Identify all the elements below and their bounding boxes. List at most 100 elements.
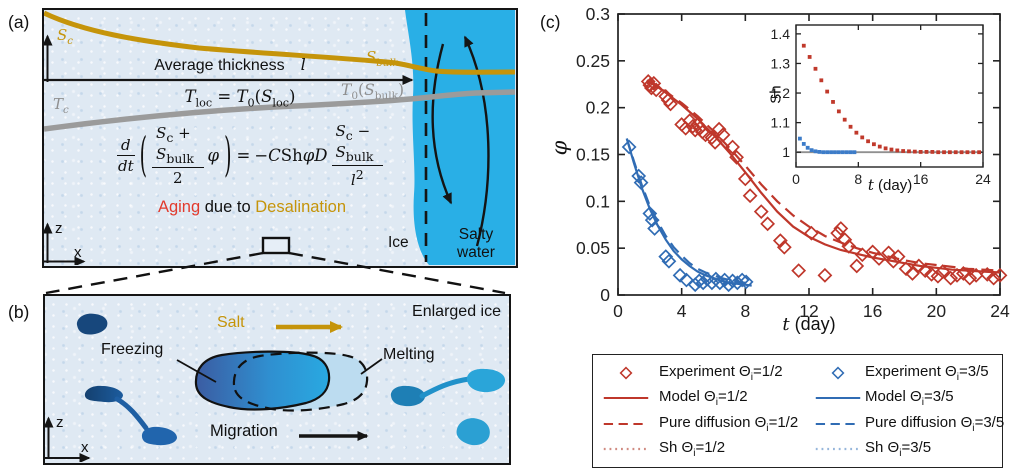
inset-x-axis-label: t (day)	[867, 176, 913, 194]
inset-y-tick-label: 1.3	[771, 55, 791, 71]
data-point-diamond	[817, 267, 833, 283]
sh-dot	[807, 55, 812, 59]
series-line Pure diffusion Θi=3/5	[625, 138, 752, 285]
data-point-diamond	[704, 130, 720, 146]
x-tick-label: 24	[990, 301, 1010, 321]
sh-dot	[821, 150, 826, 155]
x-tick-label: 0	[613, 301, 623, 321]
series-scatter Experiment Θi=3/5	[621, 139, 754, 293]
ddt-fraction: d dt	[117, 136, 135, 175]
legend-marker-dotted	[815, 448, 861, 451]
legend-marker-solid	[603, 397, 649, 400]
temperature-curve	[44, 89, 515, 132]
y-axis-label-phi: φ	[547, 140, 572, 156]
data-point-diamond	[648, 82, 664, 98]
freezing-label: Freezing	[101, 341, 164, 358]
sh-dot	[831, 100, 835, 104]
salty-water-label: Salty water	[457, 226, 495, 261]
sh-dot	[825, 150, 830, 155]
sh-dot	[883, 146, 888, 151]
data-point-diamond	[682, 113, 698, 129]
x-tick-label: 20	[927, 301, 947, 321]
inset-y-tick-label: 1.4	[771, 26, 791, 42]
pocket-dumbbell-left-neck	[114, 396, 149, 431]
data-point-diamond	[753, 204, 769, 220]
data-point-diamond	[849, 258, 865, 274]
sh-dot	[947, 150, 952, 155]
panel-a-art	[44, 10, 515, 265]
data-point-diamond	[791, 263, 807, 279]
data-point-diamond	[871, 251, 887, 266]
pocket-dumbbell-left-top	[84, 385, 123, 403]
legend-marker-solid	[815, 397, 861, 400]
gradient-fraction: Sc − Sbulk l2	[331, 122, 383, 189]
legend-label: Sh Θi=1/2	[659, 439, 726, 460]
data-point-diamond	[898, 261, 914, 277]
sh-dot	[801, 142, 806, 146]
panel-c-plot: (c) 0 4 8 12 16 20 24 0 0.05 0.1 0.15 0.2 0.25 0.3 0 8 1…	[530, 0, 1014, 476]
data-point-diamond	[642, 206, 658, 221]
data-point-diamond	[986, 270, 1002, 286]
panel-b-enlarged-ice: Salt Enlarged ice Freezing Melting Migra…	[43, 294, 511, 465]
legend-marker-diamond	[619, 366, 633, 380]
enlarged-ice-label: Enlarged ice	[412, 303, 501, 320]
sh-dot	[912, 149, 917, 154]
panel-a-schematic: Sc Average thickness l Sbulk T0(Sbulk) Tc…	[42, 8, 518, 268]
x-tick-label: 16	[863, 301, 882, 321]
sh-dot	[918, 150, 923, 154]
sh-dot	[819, 78, 824, 83]
inset-axes-frame	[795, 24, 984, 168]
sh-dot	[936, 150, 941, 155]
chart-legend: Experiment Θi=1/2 Experiment Θi=3/5 Model …	[592, 354, 1005, 468]
data-point-diamond	[979, 266, 995, 282]
sh-dot	[942, 150, 946, 155]
convection-arrow-down	[431, 43, 453, 205]
sh-dot	[848, 150, 853, 155]
data-point-diamond	[968, 267, 984, 283]
data-point-diamond	[930, 268, 946, 284]
sh-dot	[977, 150, 982, 155]
sh-dot	[901, 149, 906, 153]
z-axis-label-a: z	[55, 220, 63, 237]
sh-dot	[844, 150, 849, 155]
sh-dot	[866, 139, 870, 144]
data-point-diamond	[833, 221, 849, 236]
y-tick-label: 0.2	[586, 98, 610, 118]
sh-dot	[813, 149, 818, 154]
ice-label: Ice	[388, 234, 409, 251]
melting-pointer-line	[360, 358, 383, 375]
avg-salinity-fraction: Sc + Sbulk 2	[152, 124, 204, 187]
aging-caption: Aging due to Desalination	[157, 198, 347, 216]
data-point-diamond	[687, 277, 703, 293]
data-point-diamond	[734, 272, 750, 288]
data-point-diamond	[935, 264, 951, 279]
data-point-diamond	[905, 266, 920, 281]
pocket-dumbbell-left-bottom	[141, 426, 177, 446]
inset-y-tick-label: 1	[782, 144, 790, 160]
x-tick-label: 8	[740, 301, 750, 321]
inset-series Sh Θi=3/5	[797, 136, 857, 155]
y-tick-label: 0.15	[576, 145, 610, 165]
sh-dot	[805, 145, 810, 150]
data-point-diamond	[691, 273, 707, 289]
sh-dot	[852, 150, 857, 155]
legend-marker-dotted	[603, 448, 649, 451]
pocket-dumbbell-right-neck	[419, 376, 472, 399]
sh-dot	[836, 109, 841, 114]
pocket-bottom-right	[456, 418, 490, 446]
sh-dot	[877, 144, 882, 149]
pocket-top-left	[76, 313, 108, 335]
sh-dot	[848, 124, 853, 129]
panel-b-art	[45, 313, 506, 462]
brine-pocket-dashed-outline	[232, 351, 369, 412]
phi-symbol: φ	[207, 146, 220, 165]
series-scatter Experiment Θi=1/2	[640, 74, 1008, 286]
data-point-diamond	[742, 188, 758, 204]
close-paren: )	[224, 128, 232, 183]
legend-label: Pure diffusion Θi=3/5	[865, 413, 1005, 434]
legend-label: Experiment Θi=1/2	[659, 362, 783, 383]
sc-curve-label: Sc	[57, 26, 73, 47]
data-point-diamond	[890, 249, 906, 264]
legend-label: Pure diffusion Θi=1/2	[659, 413, 799, 434]
